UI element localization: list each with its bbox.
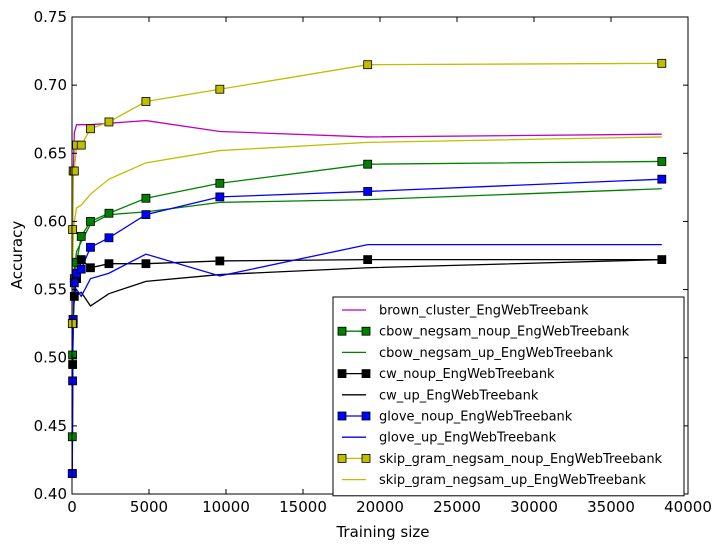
legend-marker [361, 369, 371, 379]
ticks-layer: 0 5000 10000 15000 20000 25000 30000 35000 40000… [34, 8, 712, 516]
data-point [68, 376, 78, 386]
x-tick-label: 30000 [510, 498, 558, 516]
data-point [86, 217, 95, 226]
data-point [76, 264, 86, 274]
legend-label: cbow_negsam_up_EngWebTreebank [379, 346, 613, 361]
y-axis-label: Accuracy [8, 221, 26, 290]
data-point [76, 255, 86, 264]
y-tick-label: 0.75 [34, 8, 67, 26]
legend-label: glove_noup_EngWebTreebank [379, 410, 573, 425]
data-point [657, 174, 667, 184]
data-point [141, 97, 151, 106]
data-point [215, 84, 225, 94]
data-point [363, 255, 373, 264]
legend-marker [337, 453, 347, 463]
data-point [104, 117, 114, 127]
data-point [68, 225, 78, 235]
y-tick-label: 0.45 [34, 417, 67, 435]
legend-marker [337, 326, 347, 336]
data-point [76, 140, 86, 150]
legend-box [332, 296, 685, 497]
x-tick-label: 10000 [202, 498, 250, 516]
data-point [68, 350, 78, 360]
y-tick-label: 0.70 [34, 76, 67, 94]
x-axis-label: Training size [335, 523, 429, 541]
data-point [104, 208, 114, 218]
x-tick-label: 5000 [130, 498, 168, 516]
y-tick-label: 0.60 [34, 212, 67, 230]
data-point [657, 157, 667, 166]
data-point [363, 187, 373, 196]
legend-label: skip_gram_negsam_noup_EngWebTreebank [379, 452, 663, 467]
data-point [104, 259, 114, 269]
legend-label: cw_up_EngWebTreebank [379, 388, 539, 403]
data-point [215, 178, 225, 188]
data-point [657, 58, 667, 68]
data-point [215, 192, 225, 202]
y-tick-label: 0.55 [34, 281, 67, 299]
data-point [141, 210, 151, 220]
series-layer [67, 58, 667, 478]
data-point [104, 233, 114, 243]
legend: brown_cluster_EngWebTreebank cbow_negsam_… [332, 296, 685, 497]
series-line-9 [71, 136, 662, 317]
legend-label: glove_up_EngWebTreebank [379, 431, 557, 446]
x-tick-label: 40000 [664, 498, 712, 516]
legend-marker [361, 411, 371, 421]
data-point [76, 232, 86, 241]
legend-label: cw_noup_EngWebTreebank [379, 367, 555, 382]
data-point [68, 360, 78, 369]
data-point [141, 259, 151, 269]
data-point [215, 256, 225, 266]
x-tick-label: 35000 [587, 498, 635, 516]
legend-marker [361, 326, 371, 336]
x-tick-label: 15000 [279, 498, 327, 516]
data-point [86, 242, 95, 252]
x-tick-label: 25000 [433, 498, 481, 516]
legend-marker [361, 453, 371, 463]
x-tick-label: 0 [67, 498, 77, 516]
legend-marker [337, 411, 347, 421]
legend-label: cbow_negsam_noup_EngWebTreebank [379, 325, 630, 340]
x-tick-label: 20000 [356, 498, 404, 516]
series-line-8 [71, 62, 662, 324]
legend-label: skip_gram_negsam_up_EngWebTreebank [379, 473, 646, 488]
data-point [657, 255, 667, 264]
data-point [141, 193, 151, 203]
data-point [86, 124, 95, 134]
legend-marker [337, 369, 347, 379]
y-tick-label: 0.50 [34, 349, 67, 367]
data-point [86, 263, 95, 273]
y-tick-label: 0.65 [34, 144, 67, 162]
legend-label: brown_cluster_EngWebTreebank [379, 304, 589, 319]
data-point [69, 291, 79, 301]
data-point [363, 60, 373, 70]
y-tick-label: 0.40 [34, 485, 67, 503]
data-point [69, 278, 79, 288]
data-point [69, 166, 79, 176]
data-point [363, 159, 373, 169]
